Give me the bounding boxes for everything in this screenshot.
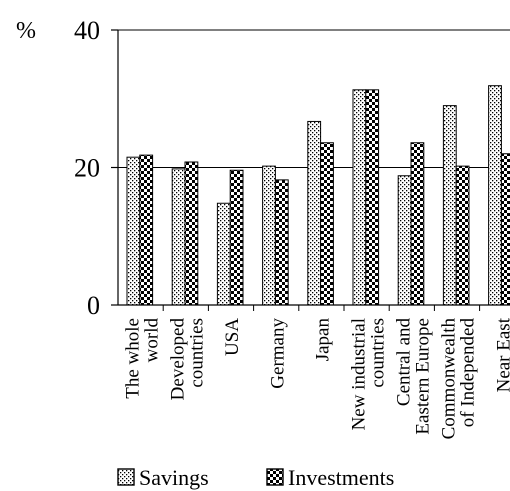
legend-label-savings: Savings	[139, 465, 209, 490]
legend: Savings Investments	[117, 465, 394, 490]
bar-savings-3	[262, 165, 276, 306]
x-tick-label: Germany	[267, 318, 288, 389]
x-tick-label: USA	[222, 318, 243, 356]
bar-investments-4	[320, 142, 334, 306]
y-tick-label: 40	[74, 16, 100, 45]
bars	[126, 85, 510, 311]
bar-savings-0	[126, 156, 141, 306]
bar-investments-1	[184, 161, 199, 306]
bar-investments-7	[455, 165, 470, 306]
bar-savings-1	[171, 168, 186, 306]
bar-savings-2	[216, 202, 231, 306]
x-tick-label: of Independed	[458, 318, 479, 428]
x-tick-label: world	[141, 318, 162, 363]
bar-savings-7	[442, 105, 457, 306]
x-tick-label: Central and	[394, 318, 415, 407]
x-tick-label: Japan	[313, 318, 334, 362]
x-tick-label: New industrial	[348, 318, 369, 430]
bar-savings-6	[397, 175, 412, 306]
y-tick-label: 20	[74, 154, 100, 183]
bar-savings-8	[488, 85, 502, 306]
bar-investments-5	[365, 89, 380, 306]
bar-investments-6	[410, 142, 425, 306]
legend-swatch-savings	[117, 468, 135, 486]
x-tick-label: Developed	[168, 318, 189, 401]
x-tick-label: countries	[367, 318, 388, 388]
legend-label-investments: Investments	[288, 465, 394, 490]
x-tick-label: Near East	[493, 317, 510, 392]
x-tick-label: The whole	[122, 318, 143, 399]
bar-savings-4	[307, 120, 322, 306]
y-axis-ticks: 0 20 40	[74, 16, 118, 320]
bar-savings-5	[352, 89, 367, 306]
x-tick-label: countries	[187, 318, 208, 388]
bar-investments-2	[229, 169, 244, 306]
y-tick-label: 0	[87, 291, 100, 320]
x-tick-label: Eastern Europe	[413, 318, 434, 435]
bar-investments-0	[139, 154, 154, 306]
y-axis-unit-label: %	[16, 18, 36, 44]
bar-investments-3	[274, 179, 289, 306]
legend-swatch-investments	[266, 468, 284, 486]
x-tick-label: Commonwealth	[439, 318, 460, 440]
bar-investments-8	[500, 153, 510, 306]
